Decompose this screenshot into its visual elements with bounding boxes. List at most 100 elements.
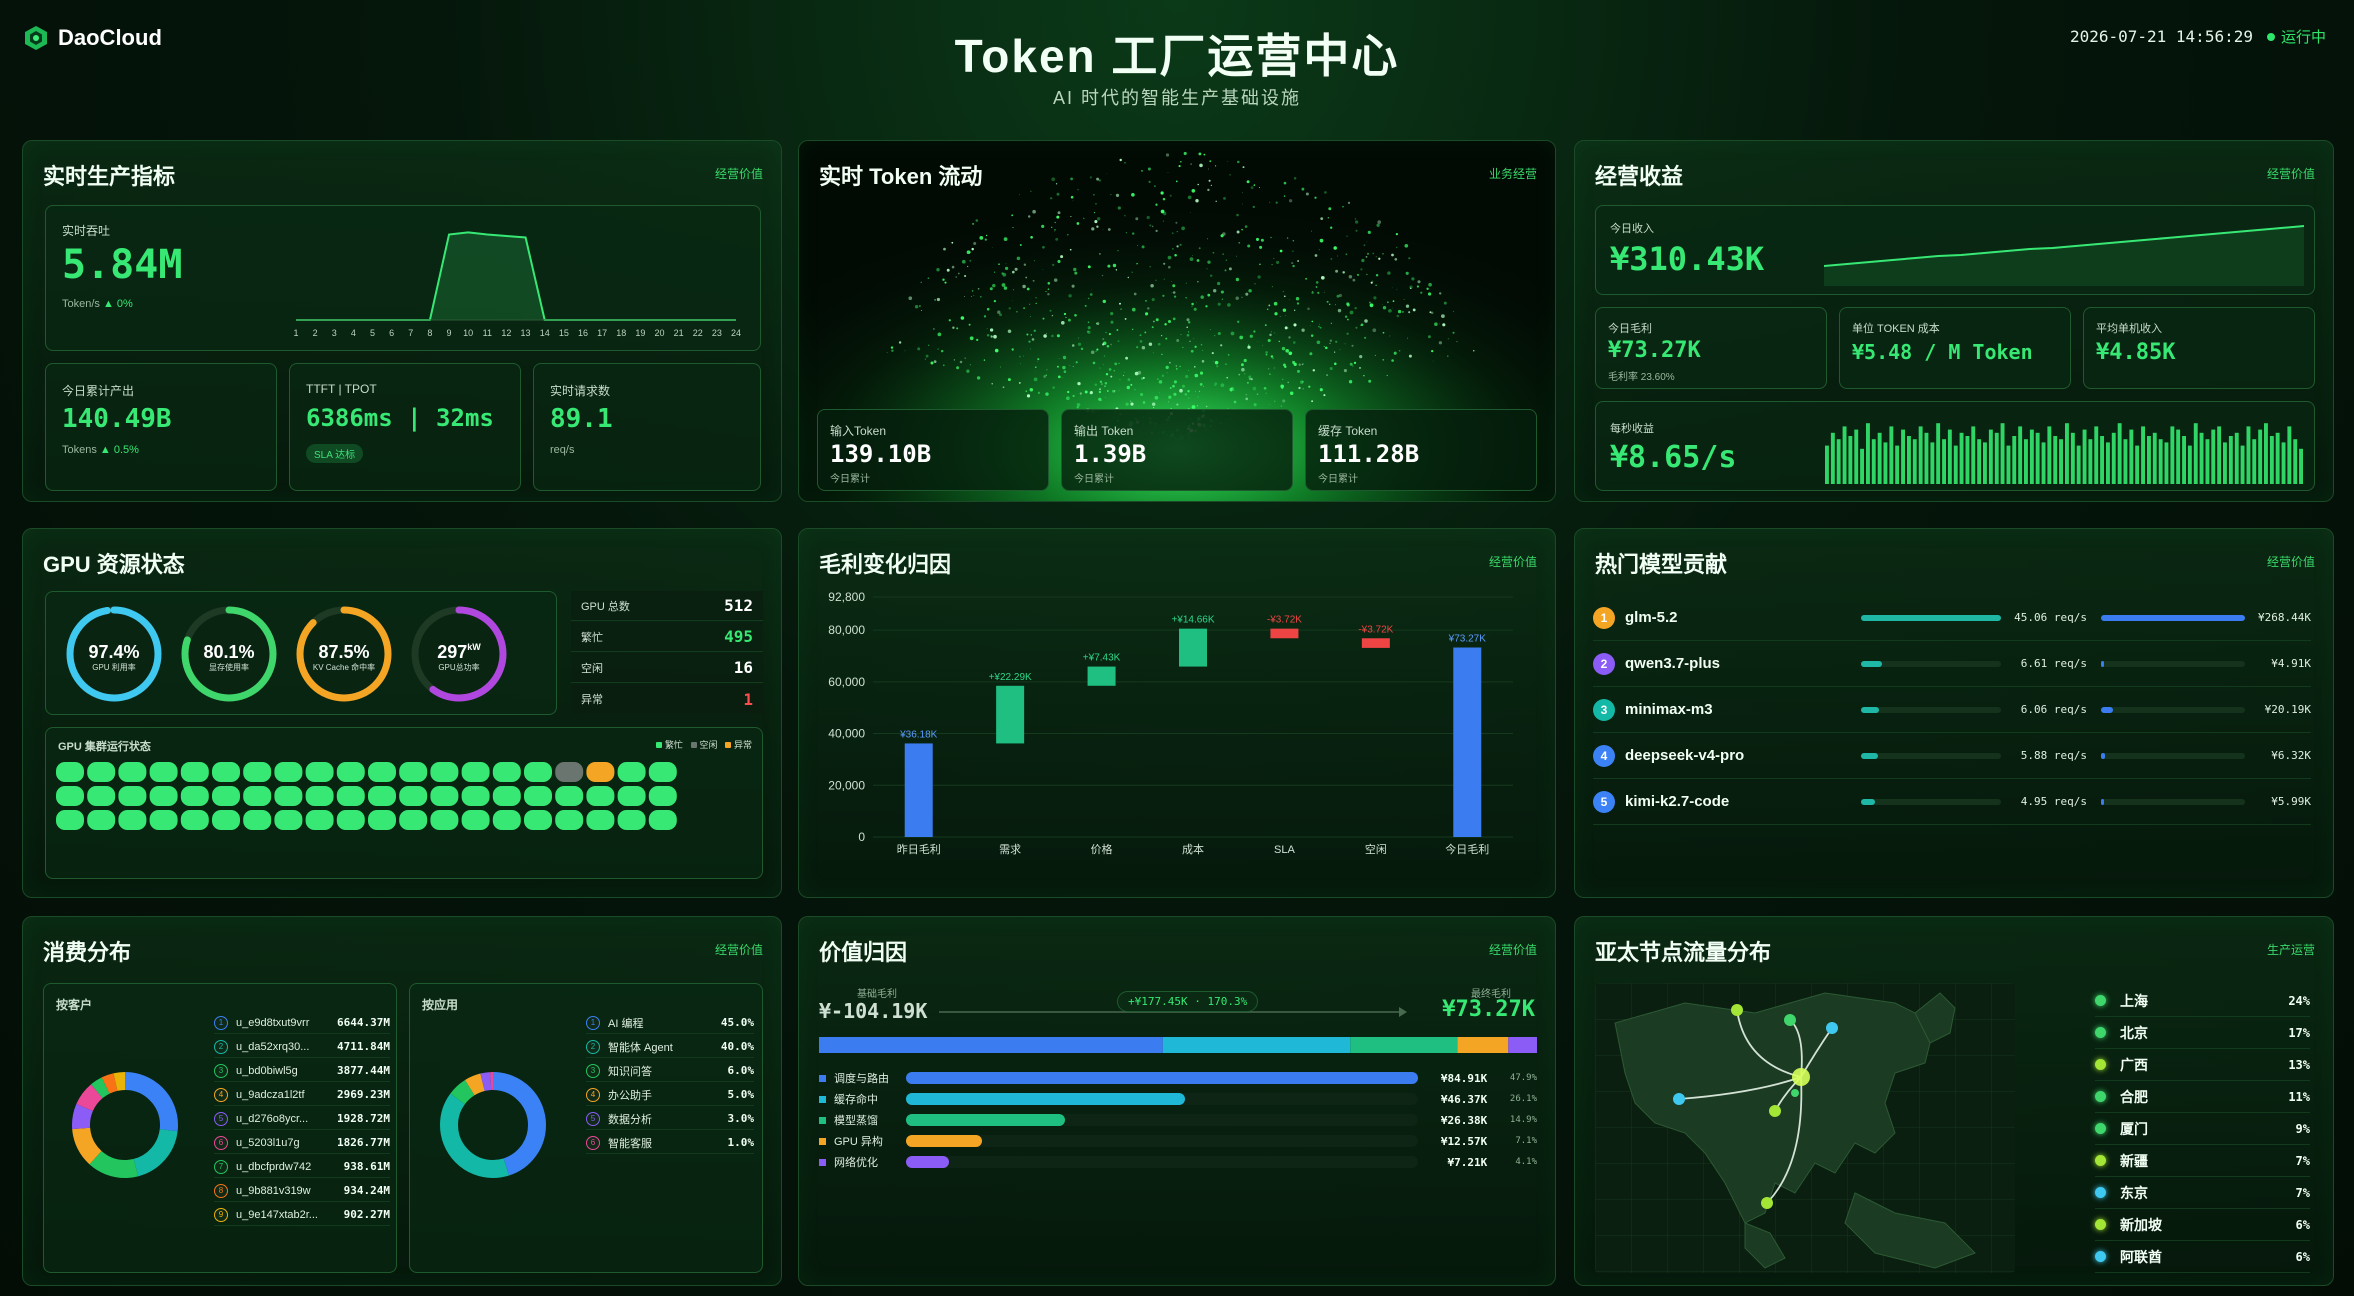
output-token-value: 1.39B	[1074, 440, 1147, 468]
value-row[interactable]: 缓存命中 ¥46.37K 26.1%	[819, 1090, 1537, 1108]
city-row[interactable]: 新疆 7%	[2095, 1145, 2310, 1177]
token-particle	[1195, 302, 1197, 304]
city-row[interactable]: 新加坡 6%	[2095, 1209, 2310, 1241]
city-row[interactable]: 北京 17%	[2095, 1017, 2310, 1049]
apac-map[interactable]	[1595, 983, 2015, 1273]
token-particle	[1387, 301, 1389, 304]
city-row[interactable]: 合肥 11%	[2095, 1081, 2310, 1113]
app-row[interactable]: 3 知识问答 6.0%	[586, 1060, 754, 1082]
customer-row[interactable]: 7 u_dbcfprdw742 938.61M	[214, 1156, 390, 1178]
token-particle	[990, 335, 992, 337]
customer-row[interactable]: 4 u_9adcza1l2tf 2969.23M	[214, 1084, 390, 1106]
token-particle	[1037, 360, 1039, 362]
token-particle	[1354, 306, 1357, 310]
token-particle	[1427, 335, 1431, 339]
token-particle	[1374, 354, 1376, 356]
hour-tick-label: 3	[332, 328, 337, 338]
token-particle	[1167, 265, 1171, 269]
customer-row[interactable]: 5 u_d276o8ycr... 1928.72M	[214, 1108, 390, 1130]
token-particle	[920, 281, 922, 283]
model-row[interactable]: 5 kimi-k2.7-code 4.95 req/s ¥5.99K	[1593, 779, 2311, 825]
token-particle	[1003, 286, 1008, 290]
model-row[interactable]: 2 qwen3.7-plus 6.61 req/s ¥4.91K	[1593, 641, 2311, 687]
value-row[interactable]: GPU 异构 ¥12.57K 7.1%	[819, 1132, 1537, 1150]
token-particle	[1302, 363, 1304, 365]
token-particle	[1190, 349, 1194, 353]
panel-tag[interactable]: 经营价值	[714, 943, 763, 957]
token-particle	[1095, 350, 1097, 353]
city-row[interactable]: 广西 13%	[2095, 1049, 2310, 1081]
status-text: 运行中	[2280, 29, 2326, 46]
token-particle	[1301, 363, 1304, 366]
customer-row[interactable]: 8 u_9b881v319w 934.24M	[214, 1180, 390, 1202]
app-name: 智能客服	[608, 1137, 652, 1150]
model-row[interactable]: 3 minimax-m3 6.06 req/s ¥20.19K	[1593, 687, 2311, 733]
per-second-bar	[1842, 426, 1847, 484]
token-particle	[1113, 369, 1116, 372]
city-row[interactable]: 厦门 9%	[2095, 1113, 2310, 1145]
hour-tick-label: 8	[427, 328, 432, 338]
token-particle	[1141, 245, 1145, 249]
token-particle	[1239, 335, 1244, 340]
panel-tag[interactable]: 经营价值	[2266, 167, 2315, 181]
token-particle	[1010, 273, 1011, 275]
per-second-bar	[2041, 442, 2046, 484]
panel-tag[interactable]: 经营价值	[1488, 943, 1537, 957]
panel-tag[interactable]: 经营价值	[2266, 555, 2315, 569]
token-particle	[1011, 214, 1014, 217]
app-row[interactable]: 6 智能客服 1.0%	[586, 1132, 754, 1154]
gpu-cell	[212, 762, 240, 782]
customer-row[interactable]: 1 u_e9d8txut9vrr 6644.37M	[214, 1012, 390, 1034]
panel-tag[interactable]: 经营价值	[714, 167, 763, 181]
panel-value-attribution: 价值归因 经营价值 基础毛利 ¥-104.19K +¥177.45K · 170…	[798, 916, 1556, 1286]
donut-slice	[440, 1072, 546, 1178]
per-second-bar	[2123, 439, 2128, 484]
panel-tag[interactable]: 经营价值	[1488, 555, 1537, 569]
token-particle	[1260, 238, 1264, 242]
token-particle	[1080, 395, 1082, 397]
city-row[interactable]: 东京 7%	[2095, 1177, 2310, 1209]
token-particle	[1265, 392, 1267, 394]
token-particle	[1019, 194, 1020, 196]
app-row[interactable]: 4 办公助手 5.0%	[586, 1084, 754, 1106]
app-row[interactable]: 1 AI 编程 45.0%	[586, 1012, 754, 1034]
token-particle	[1311, 320, 1314, 323]
token-particle	[1162, 294, 1165, 297]
city-row[interactable]: 阿联酋 6%	[2095, 1241, 2310, 1273]
panel-tag[interactable]: 生产运营	[2266, 943, 2315, 957]
rank-badge: 1	[586, 1015, 600, 1030]
today-revenue-card: 今日收入 ¥310.43K	[1595, 205, 2315, 295]
value-amount: ¥46.37K	[1440, 1092, 1488, 1106]
output-token-label: 输出 Token	[1074, 424, 1134, 438]
value-row[interactable]: 模型蒸馏 ¥26.38K 14.9%	[819, 1111, 1537, 1129]
token-particle	[1045, 290, 1047, 293]
city-row[interactable]: 上海 24%	[2095, 985, 2310, 1017]
app-row[interactable]: 5 数据分析 3.0%	[586, 1108, 754, 1130]
model-row[interactable]: 1 glm-5.2 45.06 req/s ¥268.44K	[1593, 595, 2311, 641]
city-pct: 9%	[2295, 1121, 2310, 1136]
token-particle	[1065, 316, 1067, 318]
token-particle	[1349, 310, 1354, 315]
token-particle	[1405, 271, 1409, 275]
gpu-cell	[430, 810, 459, 830]
token-particle	[1183, 151, 1187, 156]
customer-row[interactable]: 2 u_da52xrq30... 4711.84M	[214, 1036, 390, 1058]
customer-row[interactable]: 9 u_9e147xtab2r... 902.27M	[214, 1204, 390, 1226]
app-row[interactable]: 2 智能体 Agent 40.0%	[586, 1036, 754, 1058]
rank-badge: 9	[214, 1207, 228, 1222]
cache-token-card: 缓存 Token 111.28B 今日累计	[1305, 409, 1537, 491]
panel-tag[interactable]: 业务经营	[1488, 167, 1537, 181]
value-row[interactable]: 网络优化 ¥7.21K 4.1%	[819, 1153, 1537, 1171]
value-row[interactable]: 调度与路由 ¥84.91K 47.9%	[819, 1069, 1537, 1087]
token-particle	[1293, 323, 1297, 327]
model-row[interactable]: 4 deepseek-v4-pro 5.88 req/s ¥6.32K	[1593, 733, 2311, 779]
token-particle	[1241, 228, 1243, 231]
token-particle	[1236, 213, 1239, 217]
token-particle	[1097, 217, 1101, 221]
brand-logo[interactable]: DaoCloud	[22, 24, 162, 52]
per-second-bar	[2246, 426, 2251, 484]
customer-row[interactable]: 3 u_bd0biwl5g 3877.44M	[214, 1060, 390, 1082]
page-title: Token 工厂运营中心	[954, 30, 1400, 82]
x-tick-label: 今日毛利	[1445, 842, 1489, 856]
customer-row[interactable]: 6 u_5203l1u7g 1826.77M	[214, 1132, 390, 1154]
